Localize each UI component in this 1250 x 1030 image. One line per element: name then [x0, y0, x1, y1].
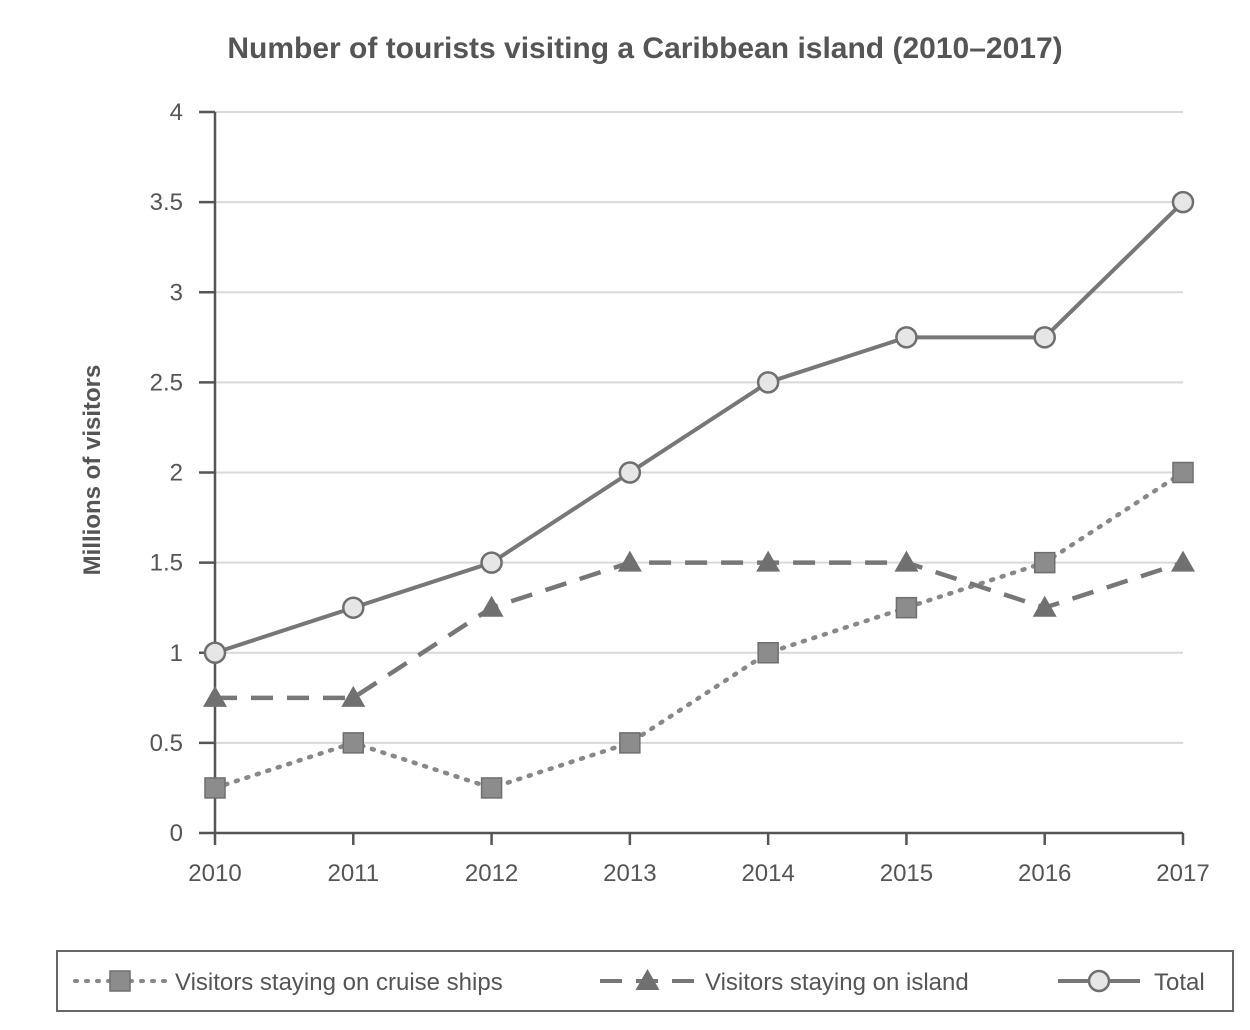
- data-point: [204, 777, 226, 799]
- data-point: [894, 550, 919, 572]
- y-tick-label: 3.5: [150, 189, 183, 216]
- data-point: [479, 595, 504, 617]
- y-tick-label: 2: [170, 460, 183, 487]
- data-point: [895, 326, 918, 349]
- data-point: [1033, 326, 1056, 349]
- legend-entry-2: Total: [1058, 969, 1205, 996]
- legend-entry-1: Visitors staying on island: [600, 969, 969, 996]
- x-tick-label: 2011: [327, 860, 379, 887]
- data-point: [480, 551, 503, 574]
- y-tick-label: 3: [170, 279, 183, 306]
- data-point: [341, 685, 366, 707]
- y-tick-label: 1.5: [150, 550, 183, 577]
- data-point: [1171, 190, 1195, 214]
- data-point: [757, 642, 779, 664]
- series-lines: [203, 190, 1195, 799]
- data-point: [1032, 595, 1057, 617]
- data-point: [619, 732, 641, 754]
- series-line-1: [215, 560, 1184, 701]
- data-point: [1033, 551, 1056, 574]
- legend-label: Total: [1154, 969, 1205, 996]
- data-point: [480, 777, 503, 799]
- legend-label: Visitors staying on island: [705, 969, 969, 996]
- data-point: [1172, 461, 1194, 484]
- y-tick-label: 4: [170, 99, 183, 126]
- legend-marker: [1087, 969, 1111, 993]
- data-point: [203, 685, 227, 707]
- axes: 0 0.5 1 1.5 2 2.5 3 3.5 4 2010 2011 2012 2013 2014 201…: [150, 99, 1210, 887]
- y-tick-label: 1: [170, 640, 183, 667]
- legend-entry-0: Visitors staying on cruise ships: [73, 969, 503, 996]
- x-tick-label: 2017: [1156, 860, 1209, 887]
- chart-title: Number of tourists visiting a Caribbean …: [227, 32, 1062, 65]
- series-line-2: [214, 200, 1185, 655]
- legend-label: Visitors staying on cruise ships: [175, 969, 503, 996]
- series-line-0: [212, 470, 1186, 791]
- y-axis-label: Millions of visitors: [79, 365, 106, 576]
- series-0: [204, 461, 1194, 799]
- data-point: [1171, 550, 1195, 572]
- x-tick-label: 2014: [741, 860, 794, 887]
- data-point: [203, 641, 227, 664]
- y-tick-label: 0.5: [150, 730, 183, 757]
- x-tick-label: 2012: [465, 860, 518, 887]
- x-tick-label: 2015: [880, 860, 933, 887]
- series-2: [203, 190, 1195, 664]
- data-point: [895, 596, 918, 619]
- data-point: [756, 550, 781, 572]
- y-tick-label: 2.5: [150, 369, 183, 396]
- x-tick-label: 2010: [188, 860, 241, 887]
- series-1: [203, 550, 1195, 707]
- data-point: [756, 371, 780, 394]
- data-point: [617, 550, 642, 572]
- data-point: [342, 732, 365, 754]
- y-tick-label: 0: [170, 820, 183, 847]
- x-tick-label: 2016: [1018, 860, 1071, 887]
- data-point: [618, 461, 642, 484]
- legend: Visitors staying on cruise ships Visitors…: [56, 950, 1234, 1012]
- legend-marker: [635, 969, 660, 990]
- data-point: [342, 596, 365, 619]
- x-tick-label: 2013: [603, 860, 656, 887]
- legend-marker: [109, 970, 131, 992]
